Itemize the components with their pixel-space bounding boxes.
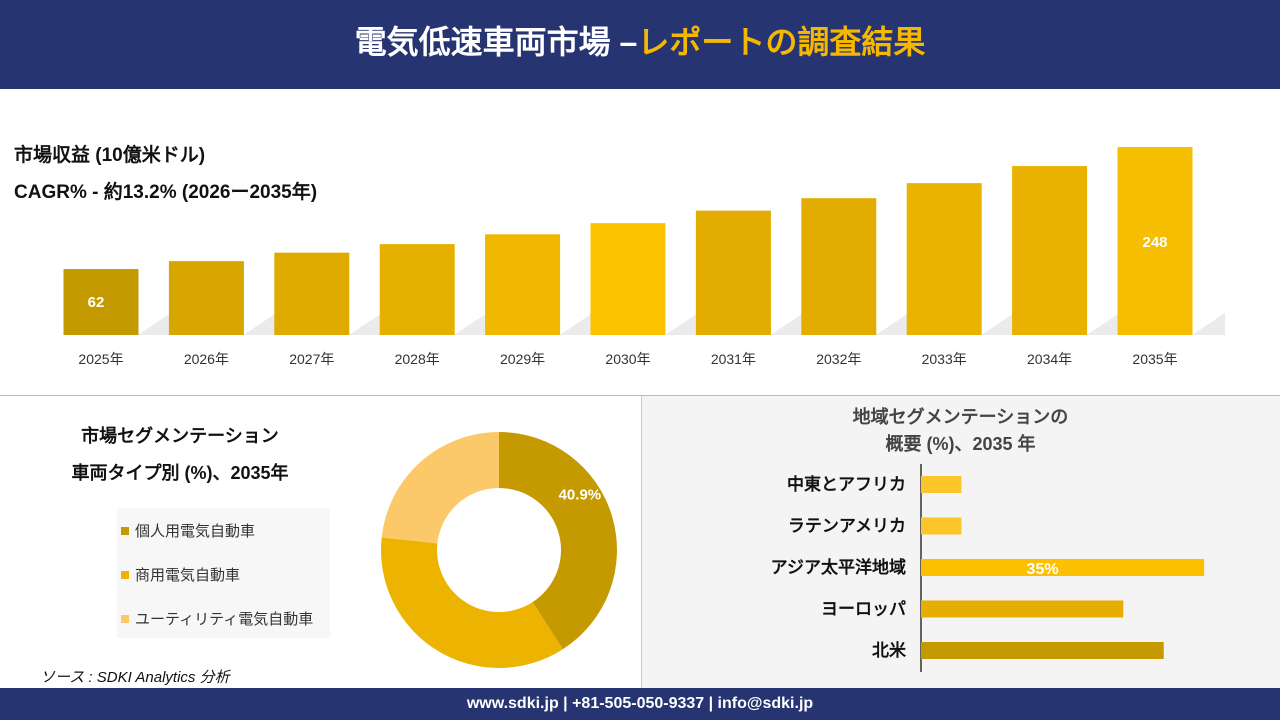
x-tick-label: 2029年 — [500, 351, 545, 367]
bar-shadow — [138, 313, 171, 335]
donut-data-label: 40.9% — [559, 487, 602, 504]
bar — [1012, 166, 1088, 335]
regional-panel — [641, 396, 1280, 688]
footer-contact: www.sdki.jp | +81-505-050-9337 | info@sd… — [0, 688, 1280, 720]
region-label: 北米 — [872, 640, 907, 660]
bar-shadow — [243, 313, 277, 335]
bar-shadow — [454, 313, 488, 335]
x-tick-label: 2035年 — [1132, 351, 1177, 367]
x-tick-label: 2034年 — [1027, 351, 1072, 367]
legend-label: 個人用電気自動車 — [135, 523, 256, 540]
segment-title-line2: 車両タイプ別 (%)、2035年 — [71, 463, 289, 483]
bar-shadow — [981, 313, 1015, 335]
bar — [379, 244, 455, 335]
x-tick-label: 2026年 — [184, 351, 229, 367]
segment-title-line1: 市場セグメンテーション — [81, 426, 279, 446]
region-label: アジア太平洋地域 — [771, 557, 906, 577]
bar-shadow — [665, 313, 698, 335]
title-main: 電気低速車両市場 – — [354, 24, 638, 60]
header-banner: 電気低速車両市場 –レポートの調査結果 — [0, 0, 1280, 89]
x-tick-label: 2032年 — [816, 351, 861, 367]
legend-label: 商用電気自動車 — [135, 567, 241, 584]
bar — [168, 261, 244, 335]
regional-title: 地域セグメンテーションの 概要 (%)、2035 年 — [641, 404, 1280, 458]
x-tick-label: 2031年 — [711, 351, 756, 367]
bar-shadow — [875, 313, 909, 335]
regional-title-line2: 概要 (%)、2035 年 — [885, 434, 1036, 454]
bar — [1117, 147, 1193, 335]
source-note: ソース : SDKI Analytics 分析 — [40, 669, 230, 686]
region-bar — [921, 476, 962, 493]
region-bar — [921, 517, 962, 535]
title-accent: レポートの調査結果 — [637, 24, 926, 60]
bar — [63, 269, 139, 335]
bar — [906, 183, 982, 335]
x-tick-label: 2033年 — [922, 351, 967, 367]
bar-shadow — [1192, 313, 1225, 335]
legend-swatch — [121, 526, 129, 535]
donut-legend: 個人用電気自動車 商用電気自動車 ユーティリティ電気自動車 — [117, 508, 330, 638]
bar — [485, 234, 561, 335]
bar-shadow — [1086, 313, 1120, 335]
region-label: ヨーロッパ — [821, 600, 906, 619]
x-tick-label: 2028年 — [395, 351, 440, 367]
bar-shadow — [770, 313, 804, 335]
legend-item: 個人用電気自動車 — [121, 520, 255, 541]
divider — [0, 395, 1280, 396]
bar-shadow — [348, 313, 382, 335]
region-bar — [921, 642, 1164, 659]
legend-item: 商用電気自動車 — [121, 564, 240, 585]
donut-slice — [381, 432, 499, 544]
region-bar — [921, 600, 1124, 618]
bar — [274, 252, 350, 335]
legend-label: ユーティリティ電気自動車 — [135, 611, 314, 628]
bar — [695, 210, 771, 335]
x-tick-label: 2027年 — [289, 351, 334, 367]
donut-slice — [499, 432, 617, 650]
bar-shadow — [559, 313, 593, 335]
regional-title-line1: 地域セグメンテーションの — [852, 407, 1069, 427]
region-data-label: 35% — [1027, 561, 1059, 578]
bar-data-label: 248 — [1142, 234, 1167, 251]
x-tick-label: 2030年 — [605, 351, 650, 367]
bar — [590, 223, 666, 335]
cagr-text: CAGR% - 約13.2% (2026ー2035年) — [14, 182, 318, 203]
legend-item: ユーティリティ電気自動車 — [121, 608, 313, 629]
donut-slice — [381, 537, 563, 668]
region-label: ラテンアメリカ — [788, 517, 906, 536]
legend-swatch — [121, 570, 129, 579]
legend-swatch — [121, 614, 129, 623]
region-bar — [921, 559, 1205, 576]
x-tick-label: 2025年 — [78, 351, 123, 367]
region-label: 中東とアフリカ — [787, 474, 906, 494]
bar — [801, 198, 877, 335]
revenue-title: 市場収益 (10億米ドル) — [14, 145, 206, 166]
bar-data-label: 62 — [88, 294, 105, 311]
